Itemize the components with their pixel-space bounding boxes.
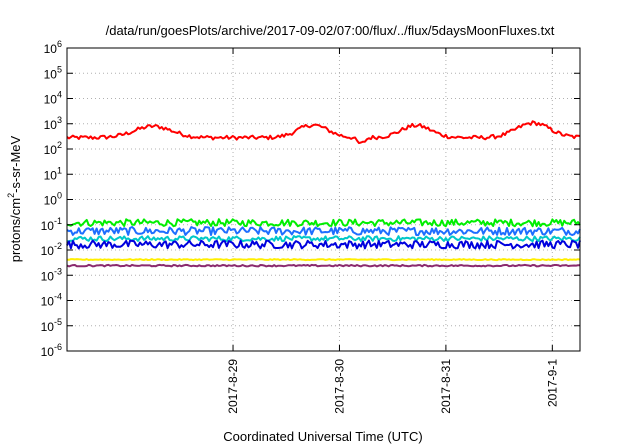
x-tick-label: 2017-9-1	[545, 359, 559, 407]
y-tick-label: 10-3	[41, 266, 62, 283]
y-tick-label: 10-5	[41, 317, 62, 334]
series-line-5	[66, 239, 581, 250]
y-tick-label: 10-1	[41, 216, 62, 233]
series-line-2	[66, 218, 581, 228]
grid	[67, 48, 580, 351]
x-axis: 2017-8-292017-8-302017-8-312017-9-12017-…	[226, 48, 559, 414]
x-tick-label: 2017-8-31	[439, 359, 453, 414]
series-line-6	[66, 258, 581, 262]
series-line-1	[66, 120, 581, 145]
y-tick-label: 102	[44, 140, 62, 157]
x-axis-label: Coordinated Universal Time (UTC)	[223, 429, 422, 444]
y-tick-label: 101	[44, 165, 62, 182]
x-tick-label: 2017-8-30	[332, 359, 346, 414]
y-tick-label: 10-4	[41, 292, 62, 309]
y-axis-label: protons/cm2-s-sr-MeV	[6, 135, 23, 262]
series-line-7	[66, 263, 581, 268]
series-line-3	[66, 226, 581, 237]
y-tick-label: 105	[44, 64, 62, 81]
x-tick-label: 2017-8-29	[226, 359, 240, 414]
y-tick-label: 10-6	[41, 342, 62, 359]
chart-title: /data/run/goesPlots/archive/2017-09-02/0…	[106, 23, 555, 38]
series-line-4	[66, 235, 581, 243]
y-tick-label: 10-2	[41, 241, 62, 258]
y-tick-label: 103	[44, 115, 62, 132]
y-tick-label: 104	[44, 90, 62, 107]
series-group	[66, 120, 581, 268]
y-tick-label: 106	[44, 39, 62, 56]
y-tick-label: 100	[44, 191, 62, 208]
